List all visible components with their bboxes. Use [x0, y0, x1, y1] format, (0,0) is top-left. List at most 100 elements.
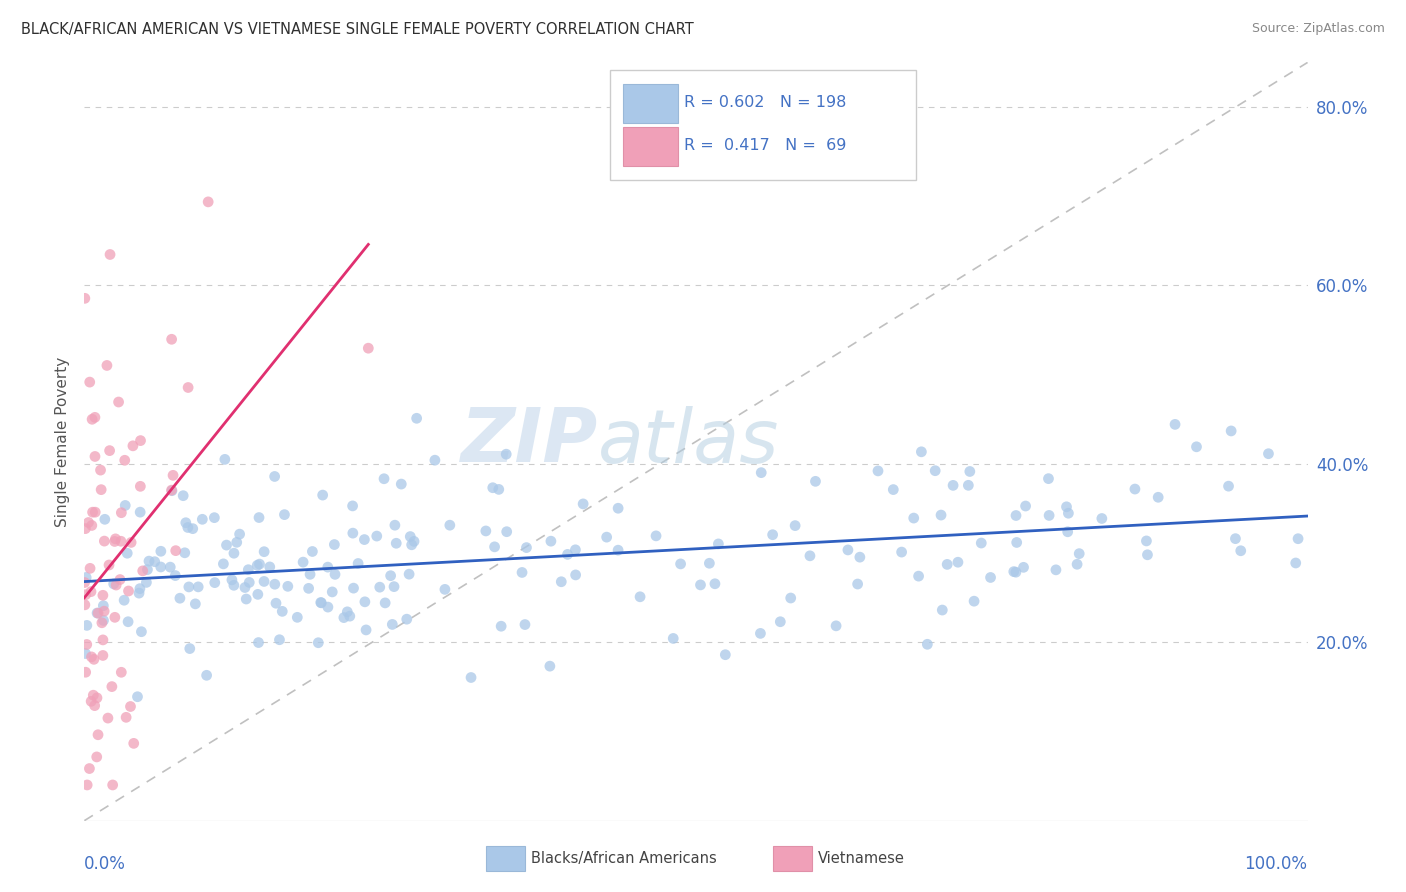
Point	[515, 541, 537, 555]
Point	[1229, 543, 1251, 558]
Point	[273, 508, 295, 522]
Point	[607, 501, 630, 516]
Point	[1005, 535, 1028, 549]
Point	[689, 578, 711, 592]
Point	[159, 560, 181, 574]
Point	[1147, 490, 1170, 504]
Point	[91, 599, 114, 613]
Point	[285, 610, 308, 624]
Point	[959, 465, 981, 479]
Point	[385, 536, 408, 550]
Point	[1057, 506, 1080, 520]
Point	[1285, 556, 1308, 570]
Point	[75, 665, 97, 680]
Point	[342, 499, 364, 513]
Point	[73, 291, 96, 305]
Point	[299, 567, 322, 582]
Point	[96, 359, 118, 373]
Point	[173, 546, 195, 560]
Point	[253, 544, 276, 558]
Point	[80, 649, 103, 664]
Point	[917, 637, 939, 651]
Point	[127, 690, 149, 704]
Point	[93, 534, 115, 549]
Point	[228, 527, 250, 541]
Point	[1185, 440, 1208, 454]
Point	[174, 516, 197, 530]
Point	[1056, 500, 1078, 514]
Text: 100.0%: 100.0%	[1244, 855, 1308, 872]
Point	[510, 566, 533, 580]
Point	[90, 483, 112, 497]
Point	[357, 341, 380, 355]
Point	[572, 497, 595, 511]
Point	[191, 512, 214, 526]
Point	[177, 380, 200, 394]
Point	[120, 699, 142, 714]
Point	[253, 574, 276, 589]
Point	[550, 574, 572, 589]
Point	[353, 533, 375, 547]
Text: Vietnamese: Vietnamese	[818, 851, 905, 866]
Text: atlas: atlas	[598, 406, 779, 477]
Point	[1164, 417, 1187, 432]
Point	[212, 557, 235, 571]
Point	[301, 544, 323, 558]
Point	[804, 475, 827, 489]
Point	[321, 585, 343, 599]
Point	[882, 483, 904, 497]
Point	[336, 605, 359, 619]
Point	[699, 556, 721, 570]
Point	[374, 596, 396, 610]
Point	[86, 606, 108, 620]
Point	[104, 610, 127, 624]
Point	[277, 579, 299, 593]
Point	[77, 516, 100, 530]
Point	[138, 554, 160, 568]
Point	[97, 711, 120, 725]
Point	[79, 762, 101, 776]
Point	[1002, 565, 1025, 579]
Point	[114, 499, 136, 513]
Point	[87, 728, 110, 742]
Point	[980, 570, 1002, 584]
Point	[707, 537, 730, 551]
Point	[799, 549, 821, 563]
Point	[162, 468, 184, 483]
Point	[90, 615, 112, 630]
Point	[83, 698, 105, 713]
Point	[132, 564, 155, 578]
Point	[75, 588, 97, 602]
Point	[316, 600, 339, 615]
Point	[80, 584, 103, 599]
Point	[366, 529, 388, 543]
Point	[309, 595, 332, 609]
Point	[82, 412, 104, 426]
Point	[339, 609, 361, 624]
Point	[354, 595, 377, 609]
Point	[122, 439, 145, 453]
Point	[488, 483, 510, 497]
Point	[79, 375, 101, 389]
Point	[1038, 472, 1060, 486]
Point	[347, 557, 370, 571]
Point	[115, 710, 138, 724]
Point	[222, 578, 245, 592]
Point	[115, 546, 138, 560]
Point	[187, 580, 209, 594]
Point	[669, 557, 692, 571]
Point	[107, 395, 129, 409]
Point	[495, 447, 517, 461]
Point	[298, 582, 321, 596]
Point	[1012, 560, 1035, 574]
Text: ZIP: ZIP	[461, 405, 598, 478]
Point	[749, 626, 772, 640]
Point	[1014, 499, 1036, 513]
Point	[837, 543, 859, 558]
Point	[402, 534, 425, 549]
Point	[105, 578, 128, 592]
Point	[91, 632, 114, 647]
Point	[405, 411, 427, 425]
Point	[263, 469, 285, 483]
Point	[714, 648, 737, 662]
